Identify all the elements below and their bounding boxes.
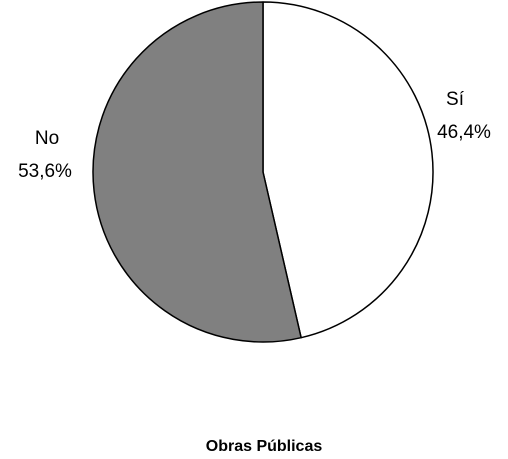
slice-value-no: 53,6%: [18, 161, 72, 182]
slice-label-no: No: [35, 128, 59, 149]
pie-slices: [92, 1, 434, 343]
slice-value-si: 46,4%: [437, 122, 491, 143]
chart-title: Obras Públicas: [206, 438, 323, 455]
slice-label-si: Sí: [446, 89, 465, 110]
pie-slice-si: [262, 1, 434, 339]
pie-slice-no: [92, 1, 302, 343]
